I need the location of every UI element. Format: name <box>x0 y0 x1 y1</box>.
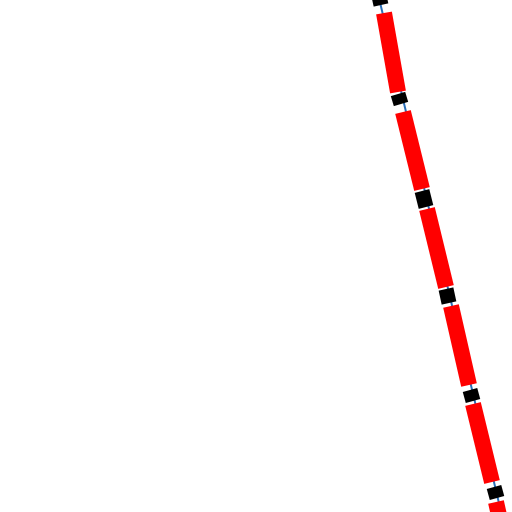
black-segment <box>462 388 481 403</box>
red-segment <box>376 11 406 94</box>
black-segment <box>390 91 409 107</box>
red-segment <box>419 207 454 289</box>
black-segment <box>438 287 457 305</box>
black-segment <box>372 0 389 7</box>
black-segment <box>486 485 505 500</box>
red-segment <box>465 402 500 484</box>
red-segment <box>395 110 430 191</box>
red-segment <box>488 500 507 512</box>
black-segment <box>414 189 434 209</box>
red-segments <box>376 11 507 512</box>
black-segments <box>372 0 505 500</box>
red-segment <box>443 304 477 387</box>
